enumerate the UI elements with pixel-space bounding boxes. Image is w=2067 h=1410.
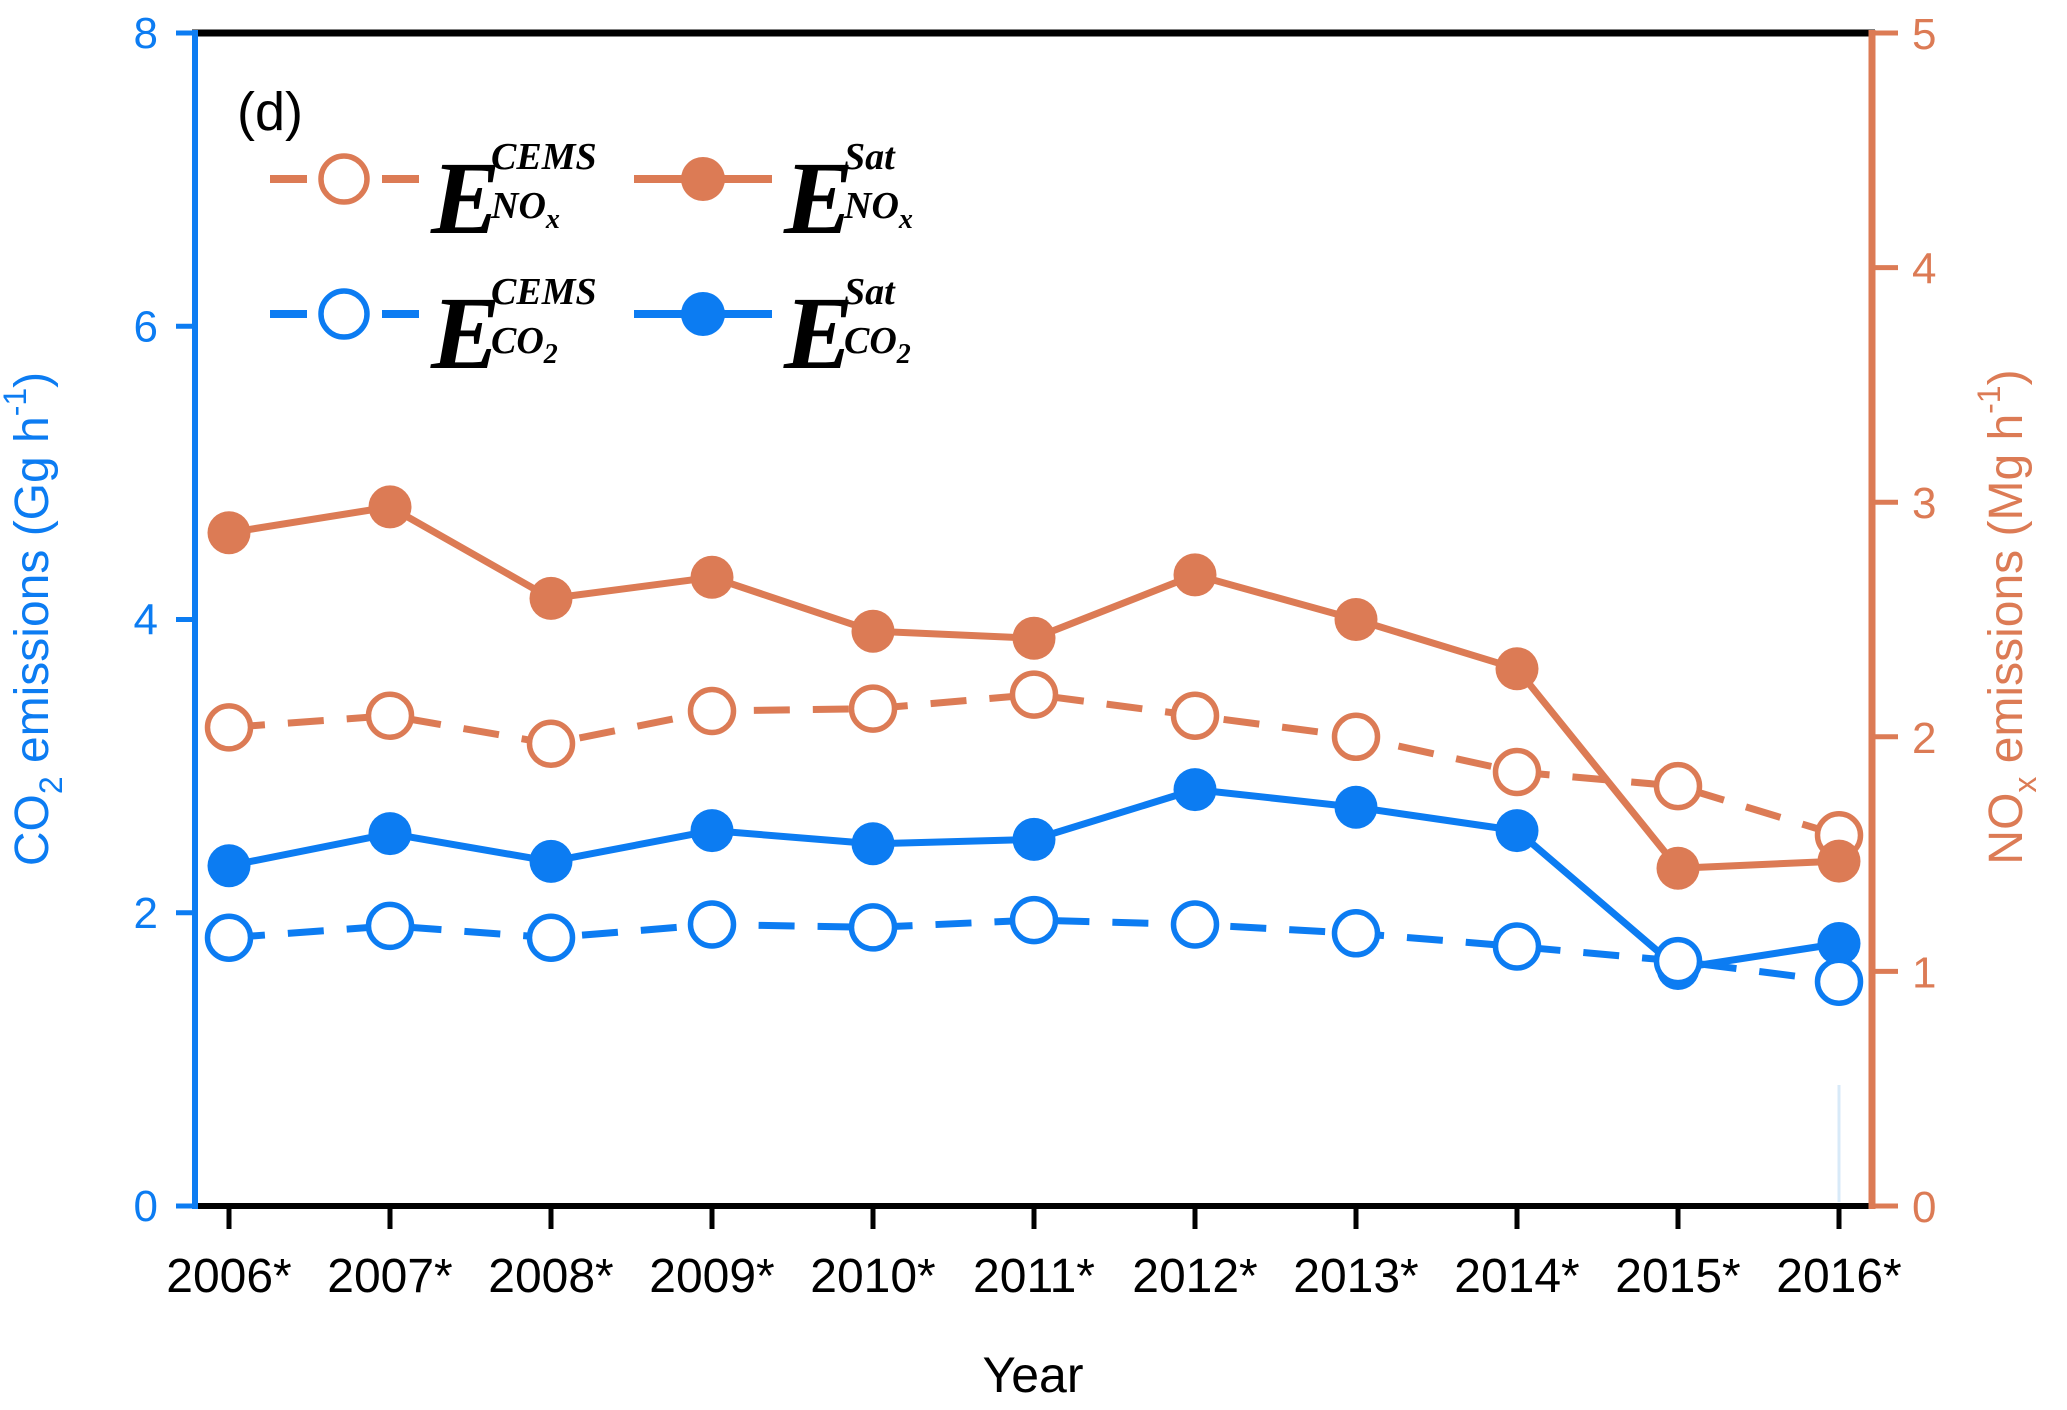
series-nox-sat-point-2016* (1817, 839, 1861, 883)
series-nox-sat-point-2008* (529, 576, 573, 620)
series-co2-cems-point-2006* (204, 913, 254, 962)
legend-label-superscript: Sat (844, 136, 896, 178)
right-axis-title: NOx emissions (Mg h-1) (1971, 369, 2043, 864)
left-axis-title: CO2 emissions (Gg h-1) (0, 372, 69, 866)
right-axis-tick-label: 4 (1912, 245, 1936, 294)
series-nox-cems-point-2008* (526, 719, 576, 769)
right-axis-tick-label: 1 (1912, 948, 1936, 997)
series-nox-sat-point-2006* (207, 511, 251, 555)
legend-label-superscript: CEMS (491, 271, 597, 313)
x-axis-tick-label: 2007* (327, 1250, 452, 1303)
series-co2-sat-point-2007* (368, 812, 412, 856)
legend-label-subscript: NOx (490, 185, 560, 235)
x-axis-tick-label: 2014* (1454, 1250, 1579, 1303)
series-co2-cems-point-2016* (1814, 957, 1864, 1006)
x-axis-tick-label: 2010* (810, 1250, 935, 1303)
x-axis-tick-label: 2016* (1776, 1250, 1901, 1303)
left-axis-tick-label: 6 (134, 302, 158, 351)
x-axis-tick-label: 2006* (166, 1250, 291, 1303)
series-co2-cems-point-2008* (526, 913, 576, 962)
series-co2-sat-point-2012* (1173, 768, 1217, 812)
legend-label-subsubscript: x (898, 204, 913, 235)
series-nox-sat-point-2009* (690, 555, 734, 599)
legend-label-subsubscript: 2 (896, 339, 911, 370)
series-co2-sat-point-2011* (1012, 817, 1056, 861)
legend-marker-filled-circle (681, 292, 725, 336)
left-axis-tick-label: 0 (134, 1182, 158, 1231)
series-nox-sat-point-2011* (1012, 616, 1056, 660)
x-axis-tick-label: 2009* (649, 1250, 774, 1303)
legend-label-subsubscript: 2 (543, 339, 558, 370)
series-co2-sat-point-2010* (851, 822, 895, 866)
legend-label-subscript: NOx (843, 185, 913, 235)
series-co2-sat-point-2006* (207, 844, 251, 888)
series-nox-sat-point-2014* (1495, 647, 1539, 691)
legend-label-superscript: CEMS (491, 136, 597, 178)
series-nox-cems-point-2014* (1492, 747, 1542, 797)
series-nox-cems-point-2010* (848, 684, 898, 733)
series-co2-cems-line (228, 916, 1840, 986)
series-nox-cems-point-2013* (1331, 712, 1381, 762)
series-co2-sat-point-2008* (529, 839, 573, 883)
series-nox-cems-point-2007* (365, 691, 415, 740)
series-nox-cems-point-2006* (204, 703, 254, 752)
series-co2-cems-point-2010* (848, 903, 898, 952)
series-co2-cems-point-2013* (1331, 909, 1381, 958)
series-nox-sat-point-2010* (851, 609, 895, 653)
series-nox-cems-point-2015* (1653, 761, 1703, 811)
series-co2-cems-point-2009* (687, 900, 737, 949)
series-nox-sat-point-2015* (1656, 846, 1700, 890)
legend-label-subscript: CO2 (844, 320, 911, 370)
legend-label-base: E (783, 276, 853, 391)
series-nox-cems-line (228, 691, 1841, 839)
right-axis-tick-label: 2 (1912, 714, 1936, 763)
series-co2-cems-point-2007* (365, 901, 415, 951)
legend-label-base: E (430, 141, 500, 256)
legend-marker-open-circle (318, 288, 370, 340)
left-axis-tick-label: 8 (134, 9, 158, 58)
x-axis-tick-label: 2008* (488, 1250, 613, 1303)
series-co2-cems-point-2012* (1170, 900, 1220, 949)
x-axis-tick-label: 2011* (973, 1250, 1095, 1303)
chart-generated-under: 0 2 4 6 8 0 1 2 3 4 5 2006* 2007* 2008* 2009* 2010* 2011… (134, 9, 1937, 1303)
left-axis-tick-label: 4 (134, 596, 158, 645)
series-co2-sat-point-2009* (690, 809, 734, 853)
x-axis-tick-label: 2013* (1293, 1250, 1418, 1303)
series-nox-sat-point-2007* (368, 485, 412, 529)
left-axis-tick-label: 2 (134, 889, 158, 938)
right-axis-tick-label: 0 (1912, 1183, 1936, 1232)
series-co2-sat-point-2016* (1817, 922, 1861, 965)
x-axis-tick-label: 2012* (1132, 1250, 1257, 1303)
legend-label-subsubscript: x (545, 204, 560, 235)
series-co2-cems-point-2014* (1492, 922, 1542, 971)
series-nox-cems-point-2012* (1170, 691, 1220, 740)
x-axis-tick-label: 2015* (1615, 1250, 1740, 1303)
series-nox-sat-point-2012* (1173, 553, 1217, 597)
series-nox-cems-point-2011* (1009, 670, 1059, 719)
right-axis-tick-label: 3 (1912, 479, 1936, 528)
legend-marker-filled-circle (681, 157, 725, 201)
series-nox-sat-point-2013* (1334, 598, 1378, 641)
x-axis-title: Year (982, 1347, 1083, 1403)
series-co2-cems-point-2011* (1009, 895, 1059, 945)
series-co2-sat-point-2014* (1495, 809, 1539, 853)
series-co2-sat-point-2013* (1334, 785, 1378, 829)
legend-label-base: E (430, 276, 500, 391)
panel-label: (d) (237, 82, 303, 142)
series-co2-cems-point-2015* (1653, 936, 1703, 986)
legend-marker-open-circle (318, 153, 370, 205)
legend-label-subscript: CO2 (491, 320, 558, 370)
series-nox-cems-point-2009* (687, 686, 737, 736)
legend-label-base: E (783, 141, 853, 256)
right-axis-tick-label: 5 (1912, 10, 1936, 59)
legend-label-superscript: Sat (844, 271, 896, 313)
